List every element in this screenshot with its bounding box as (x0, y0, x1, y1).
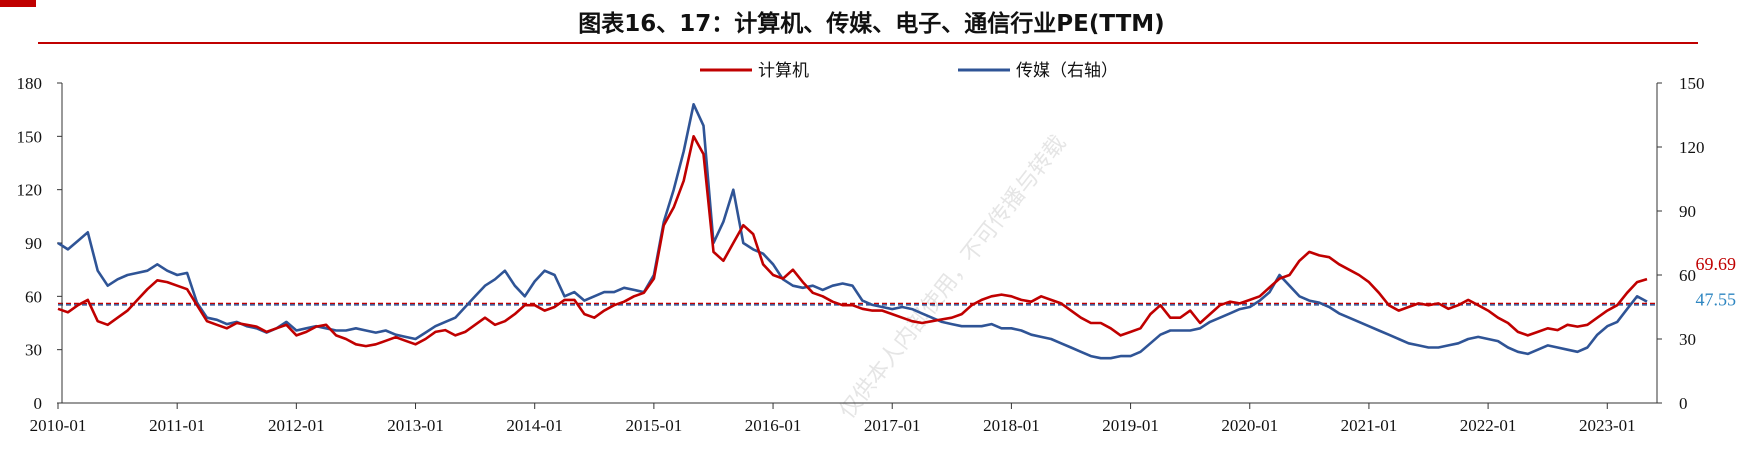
legend: 计算机 传媒（右轴） (700, 61, 1118, 81)
chart-title: 图表16、17：计算机、传媒、电子、通信行业PE(TTM) (578, 11, 1165, 37)
x-axis-tick-label: 2018-01 (983, 416, 1040, 435)
end-label-computer: 69.69 (1696, 254, 1737, 274)
end-labels: 69.69 47.55 (1696, 254, 1737, 310)
media-series-line (57, 103, 1648, 360)
watermark-text: 仅供本人内部使用，不可传播与转载 (835, 131, 1071, 424)
axes: 0 30 60 90 120 150 180 0 30 60 90 120 150 2010-01 2011… (17, 74, 1705, 435)
watermark: 仅供本人内部使用，不可传播与转载 (835, 131, 1071, 424)
right-axis-tick-label: 90 (1679, 202, 1696, 221)
left-axis-tick-label: 0 (34, 394, 43, 413)
left-axis-tick-label: 60 (25, 287, 42, 306)
legend-label-computer: 计算机 (758, 61, 809, 81)
series-lines (57, 103, 1648, 360)
left-axis-tick-label: 120 (17, 181, 43, 200)
x-axis-tick-label: 2021-01 (1341, 416, 1398, 435)
left-axis-tick-label: 90 (25, 234, 42, 253)
right-axis-tick-label: 60 (1679, 266, 1696, 285)
x-axis-tick-label: 2010-01 (30, 416, 87, 435)
x-axis-tick-label: 2014-01 (506, 416, 563, 435)
report-corner-mark (0, 0, 36, 7)
right-axis-tick-label: 30 (1679, 330, 1696, 349)
x-axis-tick-label: 2023-01 (1579, 416, 1636, 435)
right-axis-tick-label: 150 (1679, 74, 1705, 93)
x-axis-tick-label: 2013-01 (387, 416, 444, 435)
left-axis-tick-label: 30 (25, 341, 42, 360)
title-divider (38, 42, 1698, 44)
right-axis-tick-label: 120 (1679, 138, 1705, 157)
x-axis-tick-label: 2020-01 (1221, 416, 1278, 435)
x-axis-tick-label: 2011-01 (149, 416, 205, 435)
left-axis-tick-label: 180 (17, 74, 43, 93)
end-label-media: 47.55 (1696, 290, 1737, 310)
x-axis-tick-label: 2022-01 (1460, 416, 1517, 435)
computer-series-line (57, 135, 1648, 348)
x-axis-tick-label: 2017-01 (864, 416, 921, 435)
x-axis-tick-label: 2016-01 (745, 416, 802, 435)
legend-label-media: 传媒（右轴） (1016, 61, 1118, 81)
x-axis-tick-label: 2015-01 (626, 416, 683, 435)
right-axis-tick-label: 0 (1679, 394, 1688, 413)
x-axis-tick-label: 2012-01 (268, 416, 325, 435)
x-axis-tick-label: 2019-01 (1102, 416, 1159, 435)
left-axis-tick-label: 150 (17, 127, 43, 146)
